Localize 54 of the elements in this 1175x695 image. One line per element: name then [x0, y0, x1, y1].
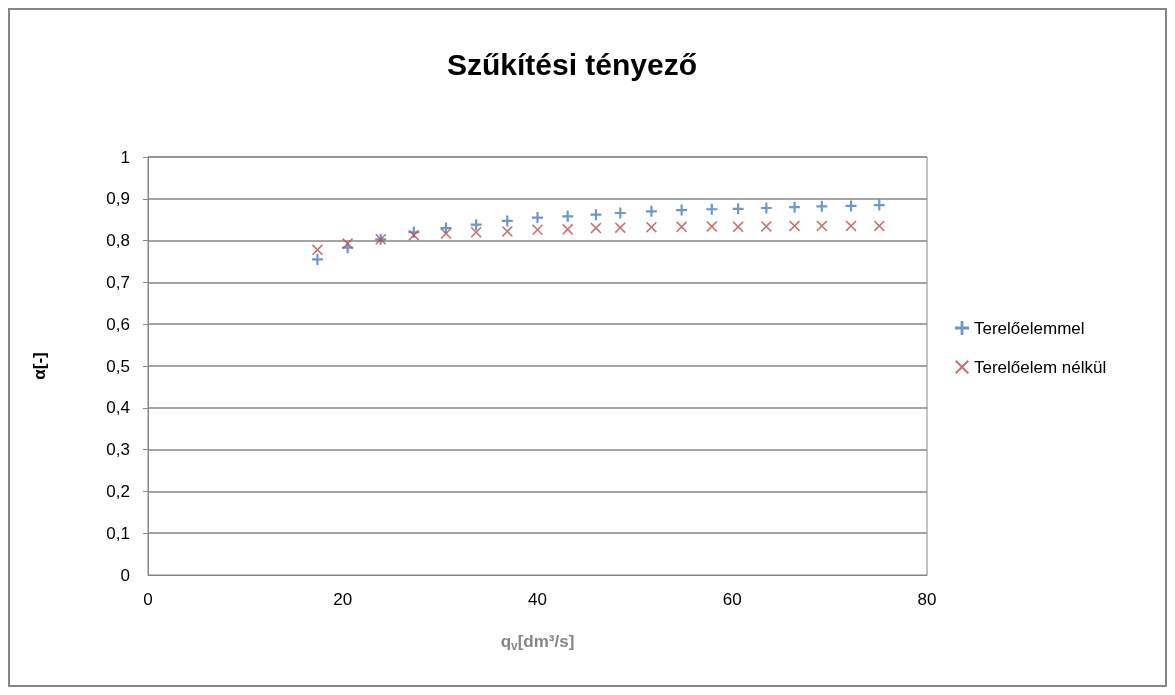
y-tick-label: 0,6: [106, 314, 130, 334]
point: [590, 222, 602, 234]
x-tick-label: 40: [528, 590, 547, 609]
point: [311, 253, 323, 265]
point: [532, 224, 543, 236]
x-tick-label: 0: [143, 590, 153, 609]
y-tick-label: 0,5: [106, 356, 130, 376]
point: [789, 201, 801, 213]
point: [676, 221, 688, 233]
point: [732, 221, 744, 233]
legend-label: Terelőelemmel: [974, 318, 1085, 338]
point: [440, 227, 452, 239]
point: [732, 203, 744, 215]
point: [706, 203, 718, 215]
y-tick-label: 0,2: [106, 481, 130, 501]
point: [645, 221, 657, 233]
point: [706, 220, 718, 232]
y-tick-label: 0,3: [106, 440, 130, 460]
point: [501, 225, 513, 237]
point: [311, 244, 323, 256]
point: [760, 202, 772, 214]
point: [532, 212, 543, 224]
point: [562, 210, 574, 222]
point: [590, 209, 602, 221]
point: [470, 219, 482, 231]
y-tick-label: 0,7: [106, 272, 130, 292]
y-tick-label: 0,1: [106, 523, 130, 543]
point: [501, 215, 513, 227]
legend-label: Terelőelem nélkül: [974, 357, 1107, 377]
chart-title: Szűkítési tényező: [446, 47, 698, 81]
point: [873, 199, 885, 211]
point: [676, 204, 688, 216]
point: [789, 220, 801, 232]
point: [614, 222, 626, 234]
point: [470, 226, 482, 238]
point: [845, 220, 857, 232]
point: [614, 207, 626, 219]
point: [562, 223, 574, 235]
x-tick-label: 20: [333, 590, 353, 609]
point: [845, 200, 857, 212]
point: [816, 200, 828, 212]
point: [342, 238, 354, 250]
y-tick-label: 0,9: [106, 189, 130, 209]
x-tick-label: 60: [722, 590, 742, 609]
y-tick-label: 0,8: [106, 231, 130, 251]
y-tick-label: 0,4: [106, 398, 130, 418]
point: [760, 220, 772, 232]
point: [873, 220, 885, 232]
x-tick-label: 80: [917, 590, 937, 609]
point: [645, 205, 657, 217]
point: [816, 220, 828, 232]
y-tick-label: 1: [120, 147, 130, 167]
y-axis-title: α[-]: [30, 352, 49, 380]
y-tick-label: 0: [120, 565, 130, 585]
